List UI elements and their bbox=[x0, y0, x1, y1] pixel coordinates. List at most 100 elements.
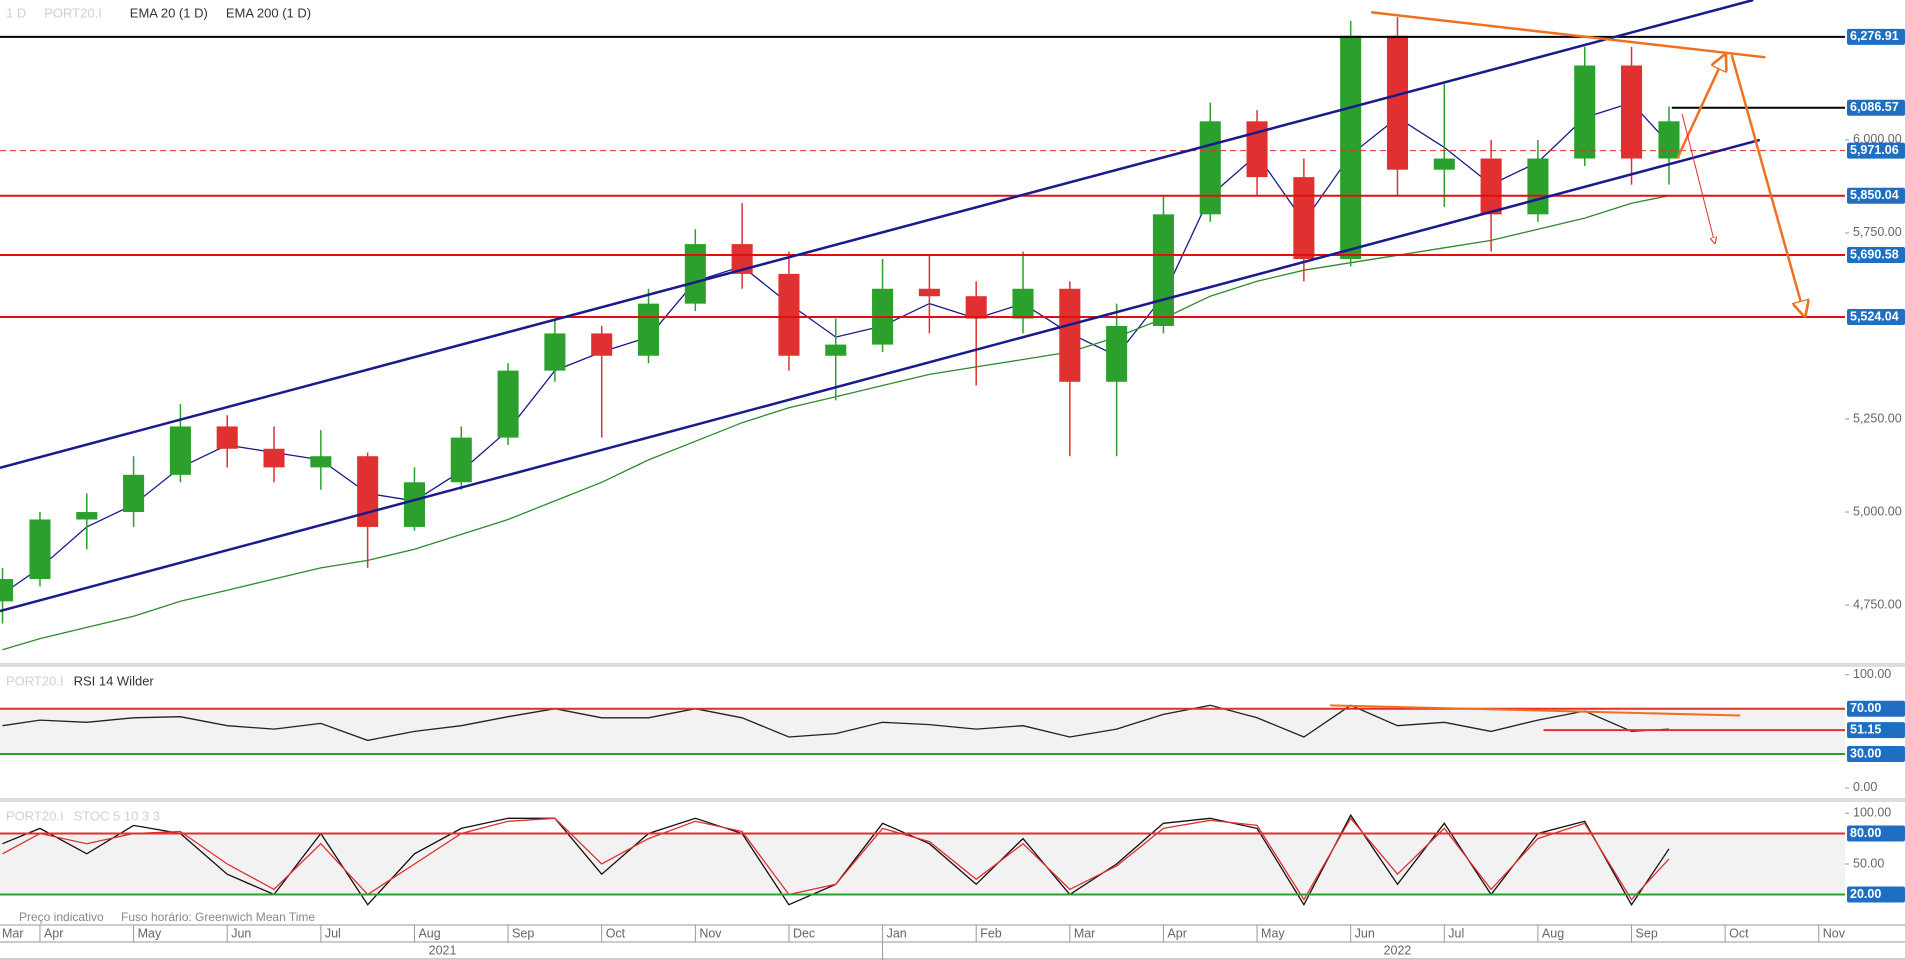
x-tick-label: Nov bbox=[1823, 926, 1846, 940]
level-label: 5,850.04 bbox=[1850, 188, 1899, 202]
symbol: PORT20.I bbox=[6, 673, 64, 688]
x-tick-label: Nov bbox=[699, 926, 722, 940]
candle-body bbox=[403, 482, 425, 527]
candle-body bbox=[684, 244, 706, 304]
y-tick-label: 100.00 bbox=[1853, 805, 1891, 819]
candle-body bbox=[310, 456, 332, 468]
candle-body bbox=[0, 579, 14, 602]
x-tick-label: Apr bbox=[44, 926, 63, 940]
band bbox=[0, 708, 1845, 754]
symbol: PORT20.I bbox=[6, 808, 64, 823]
symbol: PORT20.I bbox=[44, 5, 102, 20]
x-tick-label: Mar bbox=[2, 926, 24, 940]
candle-body bbox=[1433, 158, 1455, 170]
x-tick-label: Jun bbox=[231, 926, 251, 940]
trendline bbox=[1371, 11, 1766, 59]
series-line bbox=[2, 817, 1670, 901]
level-label-box bbox=[1847, 722, 1905, 739]
level-label-box bbox=[1847, 309, 1905, 326]
level-label-box bbox=[1847, 886, 1905, 903]
x-tick-label: Oct bbox=[1729, 926, 1749, 940]
trendline bbox=[1676, 55, 1725, 159]
x-tick-label: Jul bbox=[1448, 926, 1464, 940]
level-label-box bbox=[1847, 825, 1905, 842]
x-tick-label: Mar bbox=[1074, 926, 1096, 940]
candle-body bbox=[497, 370, 519, 438]
x-tick-label: Sep bbox=[1636, 926, 1658, 940]
candle-body bbox=[1199, 121, 1221, 215]
footer-timezone: Fuso horário: Greenwich Mean Time bbox=[121, 910, 315, 924]
x-tick-label: Jan bbox=[887, 926, 907, 940]
candle-body bbox=[169, 426, 191, 475]
legend-entry: EMA 200 (1 D) bbox=[226, 5, 311, 20]
level-label: 70.00 bbox=[1850, 701, 1881, 715]
candle-body bbox=[1106, 325, 1128, 382]
candle-body bbox=[918, 288, 940, 297]
level-label-box bbox=[1847, 247, 1905, 264]
candle-body bbox=[1152, 214, 1174, 326]
level-label-box bbox=[1847, 28, 1905, 45]
candle-body bbox=[1386, 35, 1409, 170]
candle-body bbox=[1658, 121, 1680, 159]
trendline bbox=[0, 138, 1761, 613]
candle-body bbox=[76, 512, 98, 520]
candle-body bbox=[123, 474, 145, 513]
y-tick-label: 100.00 bbox=[1853, 667, 1891, 681]
legend-entry: EMA 20 (1 D) bbox=[130, 5, 208, 20]
candle-body bbox=[1012, 288, 1034, 319]
x-tick-label: Sep bbox=[512, 926, 534, 940]
y-tick-label: 50.00 bbox=[1853, 856, 1884, 870]
candle-body bbox=[1621, 65, 1643, 159]
x-tick-label: Aug bbox=[1542, 926, 1564, 940]
level-label-box bbox=[1847, 187, 1905, 204]
indicator-title: STOC 5 10 3 3 bbox=[74, 808, 160, 823]
candle-body bbox=[1246, 121, 1268, 178]
trendline bbox=[0, 0, 1754, 469]
band bbox=[0, 833, 1845, 895]
candle-body bbox=[1480, 158, 1502, 215]
x-tick-label: Oct bbox=[606, 926, 626, 940]
candle-body bbox=[778, 273, 800, 356]
level-label: 20.00 bbox=[1850, 887, 1881, 901]
y-tick-label: 4,750.00 bbox=[1853, 597, 1902, 611]
level-label: 5,971.06 bbox=[1850, 143, 1899, 157]
x-tick-label: Dec bbox=[793, 926, 815, 940]
x-tick-label: Apr bbox=[1167, 926, 1186, 940]
level-label: 5,690.58 bbox=[1850, 247, 1899, 261]
level-label-box bbox=[1847, 746, 1905, 762]
y-tick-label: 5,750.00 bbox=[1853, 225, 1902, 239]
candle-body bbox=[1293, 177, 1315, 259]
y-tick-label: 5,250.00 bbox=[1853, 411, 1902, 425]
candle-body bbox=[263, 448, 285, 468]
level-label: 30.00 bbox=[1850, 746, 1881, 760]
level-label: 6,276.91 bbox=[1850, 29, 1899, 43]
candle-body bbox=[29, 519, 51, 580]
level-label: 51.15 bbox=[1850, 722, 1881, 736]
y-tick-label: 0.00 bbox=[1853, 780, 1877, 794]
candle-body bbox=[1340, 35, 1362, 259]
candle-body bbox=[965, 296, 987, 319]
candle-body bbox=[731, 244, 753, 274]
candle-body bbox=[825, 344, 847, 356]
candle-body bbox=[1574, 65, 1596, 159]
y-tick-label: 5,000.00 bbox=[1853, 504, 1902, 518]
candle-body bbox=[450, 437, 472, 483]
candle-body bbox=[637, 303, 660, 356]
trendline bbox=[1681, 113, 1715, 243]
x-tick-label: May bbox=[138, 926, 162, 940]
trendline bbox=[1330, 704, 1741, 717]
level-label: 80.00 bbox=[1850, 826, 1881, 840]
year-label: 2021 bbox=[429, 943, 457, 957]
x-tick-label: Aug bbox=[418, 926, 440, 940]
candle-body bbox=[1527, 158, 1549, 215]
candle-body bbox=[591, 333, 613, 356]
year-label: 2022 bbox=[1384, 943, 1412, 957]
candle-body bbox=[1059, 288, 1081, 382]
series-line bbox=[2, 704, 1670, 742]
x-tick-label: Jun bbox=[1355, 926, 1375, 940]
x-tick-label: Jul bbox=[325, 926, 341, 940]
candle-body bbox=[216, 426, 238, 449]
footer-note: Preço indicativo bbox=[19, 910, 104, 924]
candle-body bbox=[544, 333, 566, 371]
